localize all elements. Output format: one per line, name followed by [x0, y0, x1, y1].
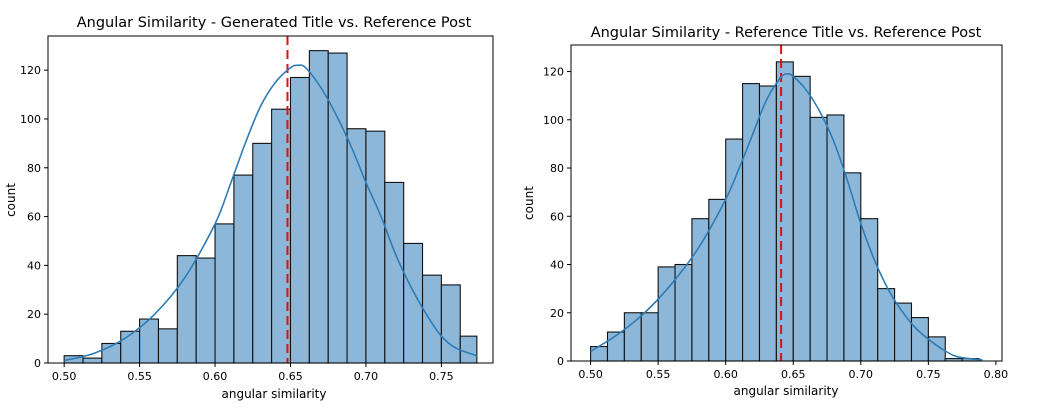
bars — [590, 61, 980, 362]
y-tick-label: 60 — [27, 211, 41, 224]
histogram-bar — [657, 266, 676, 362]
histogram-bar — [327, 52, 348, 364]
y-axis: 0 20 40 60 80 100 120 — [20, 64, 48, 370]
y-tick-label: 40 — [550, 259, 564, 272]
y-tick-label: 20 — [27, 308, 41, 321]
x-tick-label: 0.70 — [849, 368, 874, 381]
chart-title: Angular Similarity - Reference Title vs.… — [591, 25, 982, 41]
plot-frame — [570, 44, 1003, 362]
y-tick-label: 120 — [20, 64, 41, 77]
histogram-bar — [252, 142, 273, 364]
histogram-bar — [809, 116, 828, 362]
histogram-bar — [775, 61, 794, 362]
histogram-bar — [176, 255, 197, 364]
histogram-bar — [792, 75, 811, 362]
y-axis-label: count — [4, 183, 18, 217]
histogram-bar — [877, 288, 896, 362]
bars — [63, 50, 478, 364]
chart-reference-vs-reference: Angular Similarity - Reference Title vs.… — [522, 25, 1008, 398]
histogram-bar — [708, 198, 727, 362]
x-axis: 0.50 0.55 0.60 0.65 0.70 0.75 0.80 — [578, 361, 1008, 381]
histogram-bar — [120, 330, 141, 364]
y-tick-label: 80 — [550, 162, 564, 175]
histogram-bar — [674, 263, 693, 362]
y-tick-label: 120 — [543, 66, 564, 79]
x-tick-label: 0.55 — [127, 370, 152, 383]
x-tick-label: 0.65 — [781, 368, 806, 381]
y-axis-label: count — [522, 186, 536, 220]
x-tick-label: 0.50 — [52, 370, 77, 383]
kde-curve — [63, 64, 478, 362]
histogram-bar — [214, 223, 235, 364]
histogram-bar — [623, 312, 642, 362]
histogram-bar — [421, 274, 442, 364]
x-tick-label: 0.70 — [354, 370, 379, 383]
histogram-bar — [590, 345, 609, 362]
histogram-bar — [384, 181, 405, 364]
y-axis: 0 20 40 60 80 100 120 — [543, 66, 571, 368]
histogram-bar — [843, 172, 862, 362]
chart-title: Angular Similarity - Generated Title vs.… — [77, 15, 472, 31]
chart-generated-vs-reference: Angular Similarity - Generated Title vs.… — [4, 15, 494, 401]
histogram-bar — [640, 312, 659, 362]
y-tick-label: 100 — [20, 113, 41, 126]
histogram-bar — [289, 76, 310, 364]
histogram-bar — [365, 130, 386, 364]
x-tick-label: 0.50 — [578, 368, 603, 381]
histogram-bar — [157, 328, 178, 364]
x-tick-label: 0.60 — [203, 370, 228, 383]
x-tick-label: 0.80 — [984, 368, 1009, 381]
y-tick-label: 0 — [34, 357, 41, 370]
y-tick-label: 100 — [543, 114, 564, 127]
y-tick-label: 40 — [27, 259, 41, 272]
histogram-bar — [860, 218, 879, 362]
x-tick-label: 0.60 — [713, 368, 738, 381]
histogram-bar — [725, 138, 744, 362]
histogram-bar — [826, 114, 845, 362]
y-tick-label: 0 — [557, 355, 564, 368]
histogram-bar — [346, 128, 367, 364]
x-axis-label: angular similarity — [734, 384, 839, 398]
histogram-bar — [233, 174, 254, 364]
x-axis-label: angular similarity — [222, 387, 327, 401]
x-tick-label: 0.75 — [916, 368, 941, 381]
histogram-bar — [459, 335, 478, 364]
histogram-bar — [758, 85, 777, 362]
histogram-bar — [195, 257, 216, 364]
x-tick-label: 0.65 — [278, 370, 303, 383]
histogram-bar — [910, 317, 929, 362]
histogram-bar — [440, 284, 461, 364]
histogram-bar — [82, 357, 103, 364]
y-tick-label: 80 — [27, 162, 41, 175]
y-tick-label: 20 — [550, 307, 564, 320]
histogram-bar — [308, 50, 329, 364]
kde-curve — [590, 72, 983, 361]
x-tick-label: 0.75 — [429, 370, 454, 383]
x-tick-label: 0.55 — [646, 368, 671, 381]
plot-frame — [47, 35, 494, 364]
x-axis: 0.50 0.55 0.60 0.65 0.70 0.75 — [52, 363, 454, 383]
histogram-bar — [691, 218, 710, 362]
y-tick-label: 60 — [550, 210, 564, 223]
